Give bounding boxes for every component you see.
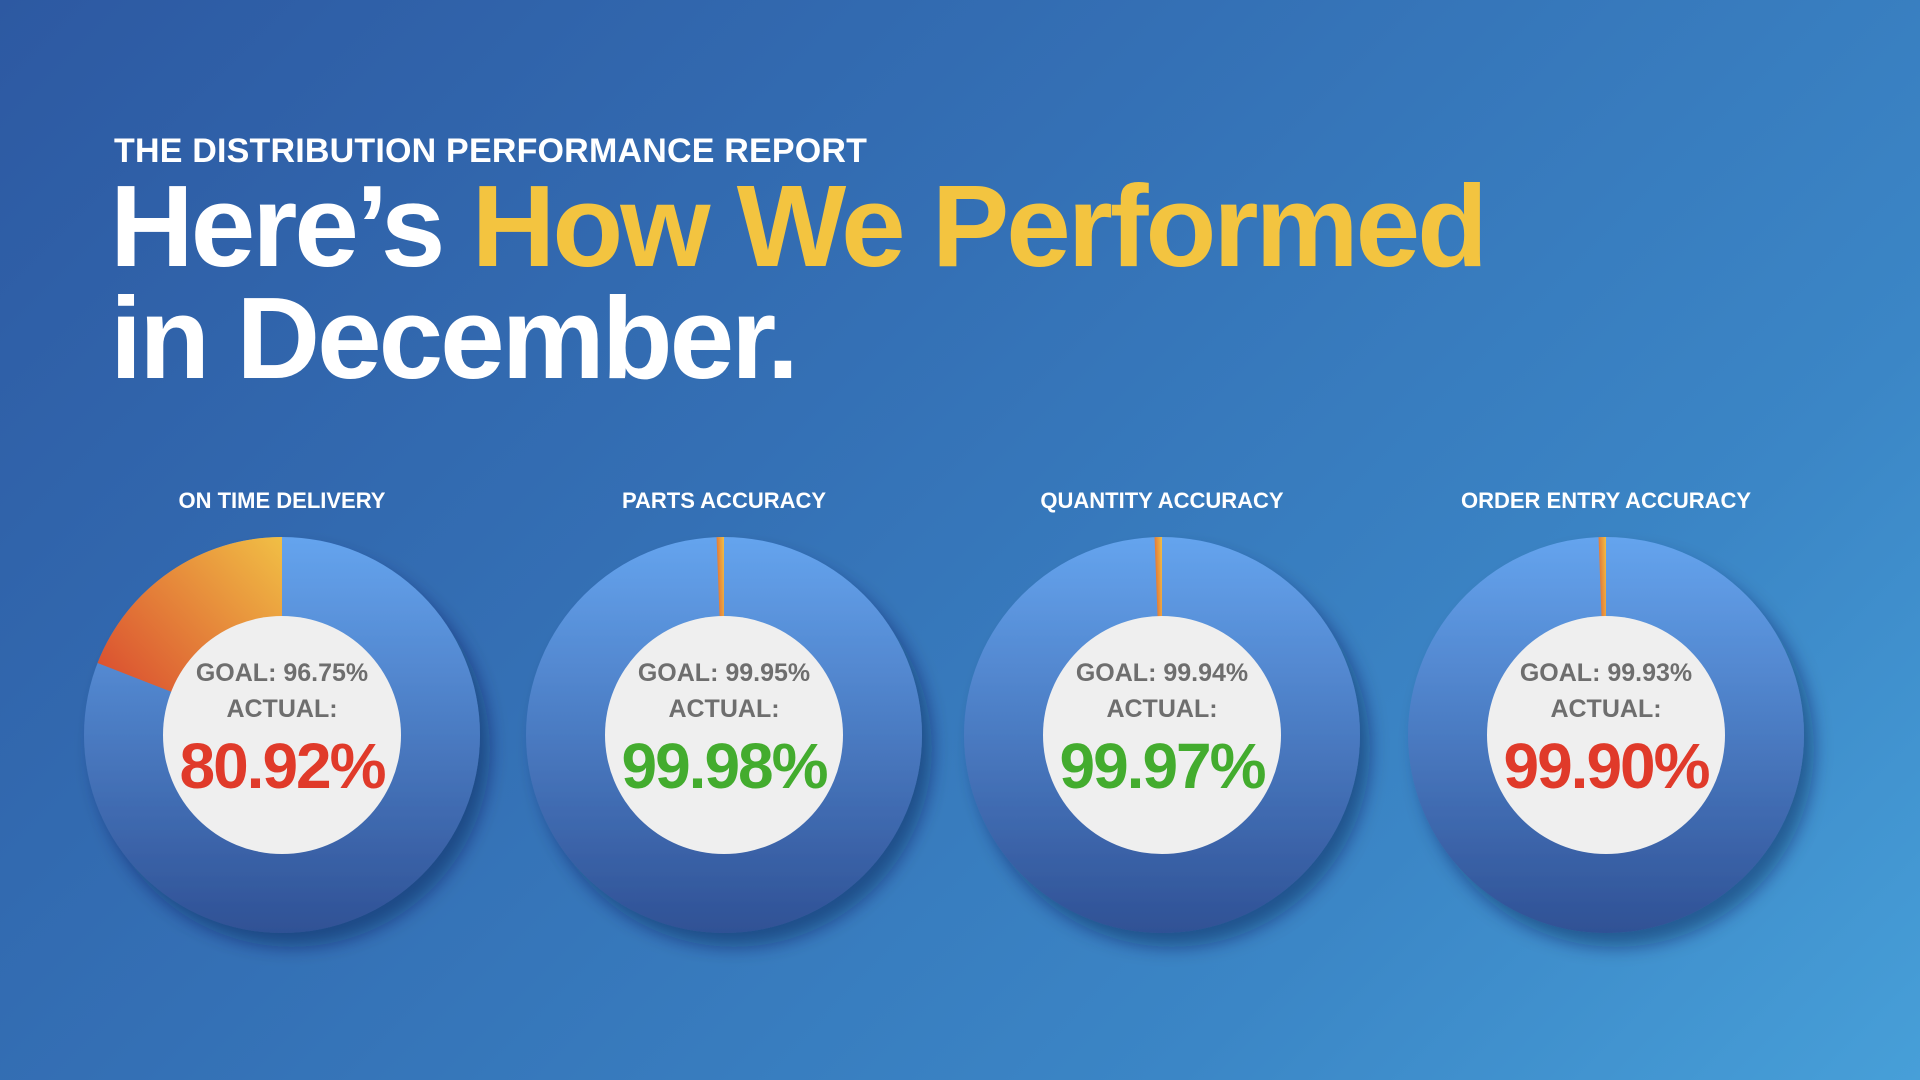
- donut-center-circle: [163, 616, 401, 854]
- actual-label: ACTUAL:: [1550, 695, 1662, 723]
- chart-title-order-entry-accuracy: ORDER ENTRY ACCURACY: [1460, 488, 1752, 513]
- donut-center-circle: [605, 616, 843, 854]
- chart-title-quantity-accuracy: QUANTITY ACCURACY: [1040, 488, 1284, 513]
- donut-on-time-delivery: [84, 537, 480, 933]
- title-line-2: in December.: [110, 273, 799, 403]
- report-kicker: THE DISTRIBUTION PERFORMANCE REPORT: [114, 132, 868, 170]
- chart-title-on-time-delivery: ON TIME DELIVERY: [178, 488, 386, 513]
- donut-center-circle: [1487, 616, 1725, 854]
- chart-title-parts-accuracy: PARTS ACCURACY: [621, 488, 827, 513]
- donut-center-quantity-accuracy: GOAL: 99.94% ACTUAL: 99.97%: [1047, 655, 1277, 805]
- goal-label: GOAL: 99.93%: [1519, 659, 1693, 687]
- actual-label: ACTUAL:: [1106, 695, 1218, 723]
- donut-center-on-time-delivery: GOAL: 96.75% ACTUAL: 80.92%: [167, 655, 397, 805]
- donut-quantity-accuracy: [964, 537, 1360, 933]
- goal-label: GOAL: 96.75%: [195, 659, 369, 687]
- actual-value: 99.97%: [1059, 730, 1266, 802]
- actual-value: 99.98%: [621, 730, 828, 802]
- title-line-1: Here’s How We Performed: [110, 168, 1488, 284]
- goal-label: GOAL: 99.94%: [1075, 659, 1249, 687]
- page-title: Here’s How We Performed in December.: [110, 168, 1488, 403]
- actual-value: 80.92%: [179, 730, 386, 802]
- title-part-1: Here’s: [110, 161, 472, 291]
- donut-order-entry-accuracy: [1408, 537, 1804, 933]
- actual-value: 99.90%: [1503, 730, 1710, 802]
- donut-center-parts-accuracy: GOAL: 99.95% ACTUAL: 99.98%: [609, 655, 839, 805]
- actual-label: ACTUAL:: [668, 695, 780, 723]
- actual-label: ACTUAL:: [226, 695, 338, 723]
- goal-label: GOAL: 99.95%: [637, 659, 811, 687]
- donut-center-circle: [1043, 616, 1281, 854]
- donut-parts-accuracy: [526, 537, 922, 933]
- title-accent: How We Performed: [471, 161, 1488, 291]
- donut-center-order-entry-accuracy: GOAL: 99.93% ACTUAL: 99.90%: [1491, 655, 1721, 805]
